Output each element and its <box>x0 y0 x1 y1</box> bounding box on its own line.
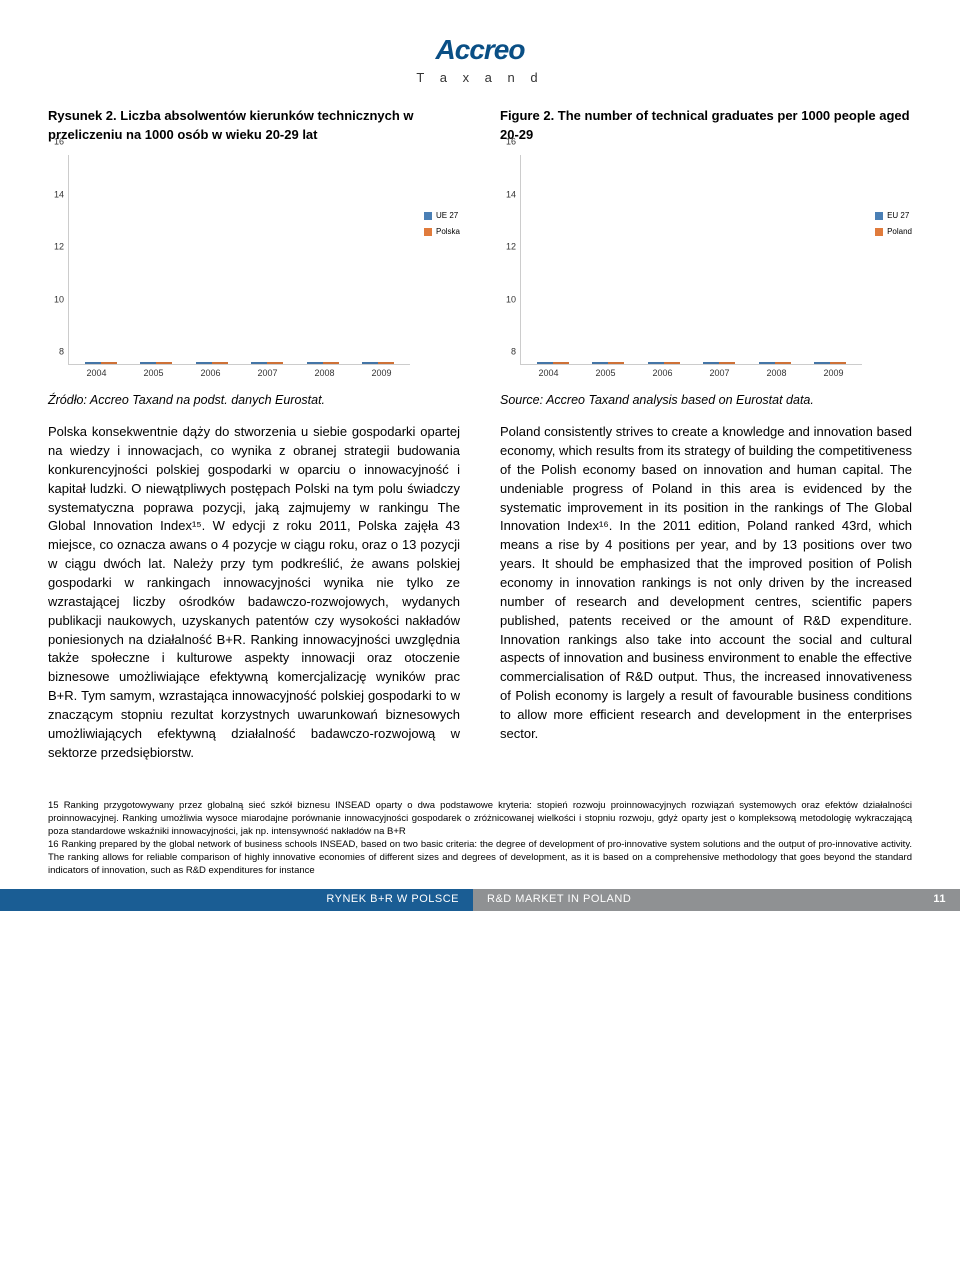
bar <box>212 362 228 364</box>
right-column: Figure 2. The number of technical gradua… <box>500 107 912 762</box>
x-tick-label: 2008 <box>314 367 334 385</box>
legend-swatch <box>424 228 432 236</box>
footnotes: 15 Ranking przygotowywany przez globalną… <box>48 800 912 877</box>
bar-group <box>251 362 283 364</box>
x-tick-label: 2007 <box>257 367 277 385</box>
bar <box>156 362 172 364</box>
bar <box>196 362 212 364</box>
bar <box>323 362 339 364</box>
x-tick-label: 2005 <box>143 367 163 385</box>
bar <box>648 362 664 364</box>
legend: EU 27 Poland <box>875 210 912 241</box>
page-number: 11 <box>933 892 946 908</box>
bar-group <box>537 362 569 364</box>
x-tick-label: 2004 <box>538 367 558 385</box>
bar-group <box>85 362 117 364</box>
logo-top: Accreo <box>48 30 912 71</box>
y-tick-label: 12 <box>54 241 64 254</box>
legend-item: UE 27 <box>424 210 460 222</box>
bar <box>101 362 117 364</box>
y-tick-label: 8 <box>511 346 516 359</box>
legend-label: Poland <box>887 226 912 238</box>
legend-item: Polska <box>424 226 460 238</box>
legend-label: Polska <box>436 226 460 238</box>
x-tick-label: 2006 <box>200 367 220 385</box>
bar <box>608 362 624 364</box>
chart-pl: 810121416200420052006200720082009UE 27Po… <box>48 155 460 385</box>
x-tick-label: 2009 <box>371 367 391 385</box>
footnote-16: 16 Ranking prepared by the global networ… <box>48 839 912 877</box>
footer-left: RYNEK B+R W POLSCE <box>0 889 473 911</box>
bar-group <box>140 362 172 364</box>
y-tick-label: 10 <box>506 293 516 306</box>
y-tick-label: 14 <box>54 188 64 201</box>
x-tick-label: 2004 <box>86 367 106 385</box>
legend-item: Poland <box>875 226 912 238</box>
y-tick-label: 12 <box>506 241 516 254</box>
y-tick-label: 14 <box>506 188 516 201</box>
x-tick-label: 2005 <box>595 367 615 385</box>
bar <box>759 362 775 364</box>
y-tick-label: 8 <box>59 346 64 359</box>
bar-group <box>648 362 680 364</box>
x-tick-label: 2008 <box>766 367 786 385</box>
x-tick-label: 2006 <box>652 367 672 385</box>
bar-group <box>759 362 791 364</box>
body-text-pl: Polska konsekwentnie dąży do stworzenia … <box>48 423 460 762</box>
bar <box>251 362 267 364</box>
left-column: Rysunek 2. Liczba absolwentów kierunków … <box>48 107 460 762</box>
bar-group <box>814 362 846 364</box>
footer-right-label: R&D MARKET IN POLAND <box>487 892 631 908</box>
logo: Accreo T a x a n d <box>48 30 912 87</box>
bar <box>664 362 680 364</box>
bar <box>830 362 846 364</box>
bar-group <box>196 362 228 364</box>
x-tick-label: 2009 <box>823 367 843 385</box>
y-tick-label: 10 <box>54 293 64 306</box>
bar <box>553 362 569 364</box>
legend-swatch <box>424 212 432 220</box>
bar <box>592 362 608 364</box>
bar <box>775 362 791 364</box>
legend-label: UE 27 <box>436 210 458 222</box>
y-tick-label: 16 <box>54 136 64 149</box>
footer-bar: RYNEK B+R W POLSCE R&D MARKET IN POLAND … <box>0 889 960 911</box>
figure-title-en: Figure 2. The number of technical gradua… <box>500 107 912 145</box>
source-en: Source: Accreo Taxand analysis based on … <box>500 391 912 409</box>
bar-group <box>362 362 394 364</box>
source-pl: Źródło: Accreo Taxand na podst. danych E… <box>48 391 460 409</box>
chart-en: 810121416200420052006200720082009EU 27Po… <box>500 155 912 385</box>
legend-swatch <box>875 212 883 220</box>
legend-swatch <box>875 228 883 236</box>
bar <box>378 362 394 364</box>
logo-bottom: T a x a n d <box>48 69 912 88</box>
bar <box>703 362 719 364</box>
bar <box>537 362 553 364</box>
x-tick-label: 2007 <box>709 367 729 385</box>
body-text-en: Poland consistently strives to create a … <box>500 423 912 743</box>
bar-group <box>307 362 339 364</box>
y-tick-label: 16 <box>506 136 516 149</box>
bar <box>362 362 378 364</box>
bar-group <box>703 362 735 364</box>
figure-title-pl: Rysunek 2. Liczba absolwentów kierunków … <box>48 107 460 145</box>
footer-right: R&D MARKET IN POLAND 11 <box>473 889 960 911</box>
bar <box>267 362 283 364</box>
footnote-15: 15 Ranking przygotowywany przez globalną… <box>48 800 912 838</box>
bar <box>140 362 156 364</box>
bar <box>719 362 735 364</box>
legend: UE 27 Polska <box>424 210 460 241</box>
bar <box>307 362 323 364</box>
legend-item: EU 27 <box>875 210 912 222</box>
bar <box>814 362 830 364</box>
legend-label: EU 27 <box>887 210 909 222</box>
bar <box>85 362 101 364</box>
bar-group <box>592 362 624 364</box>
